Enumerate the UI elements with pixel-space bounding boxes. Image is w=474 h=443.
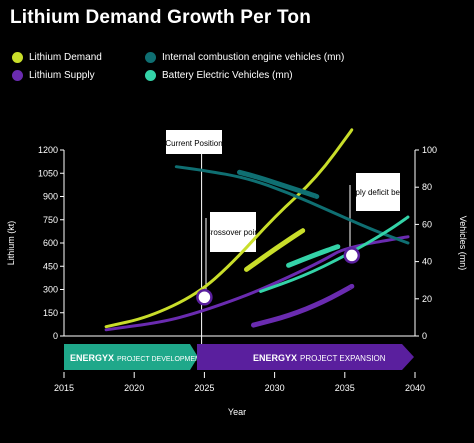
legend-label-ice: Internal combustion engine vehicles (mn) [162,52,345,63]
banner-development [64,344,198,370]
left-tick-label: 300 [43,285,58,295]
x-axis-title: Year [228,407,246,417]
legend-swatch-supply [12,70,23,81]
left-tick-label: 0 [53,331,58,341]
series-line-0 [104,128,354,329]
right-tick-label: 40 [422,257,432,267]
series-line-6 [244,228,306,272]
legend-label-supply: Lithium Supply [29,70,95,81]
series-line-4 [237,169,320,199]
x-tick-label: 2030 [265,383,285,393]
x-tick-label: 2040 [405,383,425,393]
callout-crossover-text: Crossover point [205,228,262,237]
left-tick-label: 1200 [38,145,58,155]
legend-swatch-ice [145,52,156,63]
callout-deficit-box [356,173,400,211]
left-tick-group: 0 150 300 450 600 750 900 1050 1200 [38,145,64,341]
legend-item-supply: Lithium Supply [12,70,95,81]
series-line-1 [104,235,410,332]
left-tick-label: 450 [43,261,58,271]
left-tick-label: 150 [43,308,58,318]
right-tick-label: 100 [422,145,437,155]
banner-dev-label: PROJECT DEVELOPMENT [117,356,205,363]
marker-group [196,247,361,306]
right-tick-label: 0 [422,331,427,341]
callout-deficit-text: Supply deficit begins [341,188,414,197]
legend-item-bev: Battery Electric Vehicles (mn) [145,70,293,81]
banner-expansion [197,344,414,370]
legend-label-bev: Battery Electric Vehicles (mn) [162,70,293,81]
legend-label-demand: Lithium Demand [29,52,102,63]
callout-current-box [166,130,222,154]
series-line-7 [251,283,355,328]
banner-dev-brand: ENERGYX [70,353,114,363]
crossover-marker-0 [196,289,213,306]
series-line-2 [174,165,410,245]
banner-exp-brand: ENERGYX [253,353,297,363]
right-tick-label: 20 [422,294,432,304]
legend-swatch-demand [12,52,23,63]
legend-item-ice: Internal combustion engine vehicles (mn) [145,52,344,63]
left-tick-label: 900 [43,192,58,202]
right-axis-title: Vehicles (mn) [458,216,468,271]
legend-item-demand: Lithium Demand [12,52,102,63]
x-tick-group: 2015 2020 2025 2030 2035 2040 [54,372,425,393]
x-tick-label: 2015 [54,383,74,393]
x-tick-label: 2020 [124,383,144,393]
left-tick-label: 1050 [38,168,58,178]
callout-current-text: Current Position [165,139,222,148]
banner-exp-label: PROJECT EXPANSION [300,354,386,363]
right-tick-label: 60 [422,219,432,229]
right-tick-label: 80 [422,182,432,192]
left-tick-label: 600 [43,238,58,248]
left-axis-title: Lithium (kt) [6,221,16,266]
left-tick-label: 750 [43,215,58,225]
series-line-5 [286,244,341,268]
crossover-marker-1 [343,247,361,264]
right-tick-group: 0 20 40 60 80 100 [415,145,437,341]
chart-title: Lithium Demand Growth Per Ton [10,7,312,28]
x-tick-label: 2035 [335,383,355,393]
legend-swatch-bev [145,70,156,81]
series-group [104,128,410,332]
x-tick-label: 2025 [194,383,214,393]
